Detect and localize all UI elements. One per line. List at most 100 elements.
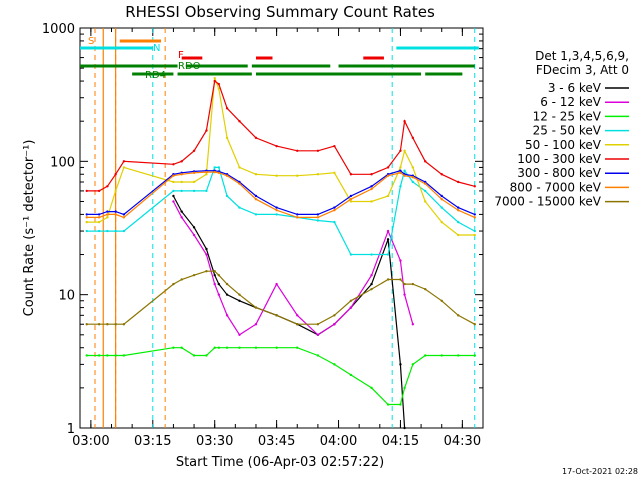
data-point-3 <box>399 185 402 188</box>
data-point-0 <box>205 247 208 251</box>
series-line-0 <box>172 195 406 429</box>
data-point-3 <box>424 189 427 193</box>
data-point-6 <box>370 185 373 188</box>
legend-entry-label: 6 - 12 keV <box>540 95 602 109</box>
data-point-2 <box>333 363 336 366</box>
data-point-4 <box>275 174 278 177</box>
data-point-8 <box>225 282 229 286</box>
data-point-5 <box>457 180 460 184</box>
data-point-4 <box>386 194 390 198</box>
data-point-4 <box>85 220 88 224</box>
data-point-4 <box>114 189 117 193</box>
data-point-6 <box>349 194 353 198</box>
annotation-label-n: N <box>153 43 160 54</box>
data-point-3 <box>473 229 476 233</box>
data-point-8 <box>172 282 175 286</box>
data-point-5 <box>97 189 101 193</box>
data-point-6 <box>457 206 460 209</box>
data-point-1 <box>213 282 216 286</box>
y-tick-label: 10 <box>58 289 75 304</box>
data-point-7 <box>172 174 175 177</box>
data-point-7 <box>180 173 183 176</box>
data-point-7 <box>403 174 406 177</box>
data-point-5 <box>114 173 117 176</box>
data-point-8 <box>238 293 241 296</box>
data-point-5 <box>106 185 109 188</box>
data-point-3 <box>106 229 109 233</box>
data-point-2 <box>225 346 229 349</box>
data-point-2 <box>192 354 196 357</box>
data-point-1 <box>254 323 258 326</box>
data-point-1 <box>205 253 208 256</box>
data-point-0 <box>238 299 241 302</box>
data-point-0 <box>399 363 402 366</box>
data-point-3 <box>205 189 208 193</box>
data-point-7 <box>205 170 208 174</box>
data-point-1 <box>275 282 278 286</box>
series-layer <box>85 77 476 430</box>
data-point-1 <box>386 229 390 233</box>
data-point-4 <box>296 174 299 177</box>
data-point-2 <box>122 354 126 357</box>
data-point-1 <box>296 314 299 317</box>
data-point-1 <box>349 306 353 309</box>
data-point-7 <box>225 174 229 177</box>
data-point-3 <box>386 253 390 256</box>
data-point-4 <box>217 87 221 90</box>
legend: Det 1,3,4,5,6,9,FDecim 3, Att 0 3 - 6 keV… <box>494 49 629 209</box>
data-point-1 <box>316 333 320 337</box>
data-point-8 <box>106 323 109 326</box>
data-point-8 <box>370 287 373 291</box>
data-point-4 <box>106 216 109 219</box>
data-point-8 <box>473 323 476 326</box>
data-point-4 <box>370 200 373 203</box>
data-point-8 <box>403 282 406 286</box>
data-point-8 <box>217 273 221 277</box>
data-point-5 <box>192 149 196 152</box>
annotation-label-f: F <box>178 50 184 61</box>
data-point-8 <box>205 269 208 273</box>
data-point-0 <box>217 282 221 286</box>
x-tick-label: 04:15 <box>382 434 419 449</box>
data-point-8 <box>254 306 258 309</box>
data-point-3 <box>192 189 196 193</box>
data-point-3 <box>225 194 229 198</box>
plot-frame: 1 10 100 1000 03:00 03:15 03:30 03:45 04:00 04:15… <box>42 22 484 449</box>
data-point-2 <box>172 346 175 349</box>
data-point-4 <box>473 233 476 237</box>
data-point-7 <box>192 171 196 175</box>
data-point-4 <box>225 136 229 140</box>
data-point-6 <box>399 169 402 172</box>
data-point-1 <box>192 233 196 237</box>
data-point-8 <box>192 273 196 277</box>
data-point-4 <box>213 77 216 80</box>
data-point-1 <box>403 293 406 296</box>
plot-frame-border <box>79 27 484 429</box>
data-point-5 <box>85 189 88 193</box>
data-point-1 <box>180 216 183 219</box>
data-point-1 <box>411 323 415 326</box>
data-point-0 <box>172 194 175 198</box>
x-tick-label: 04:30 <box>444 434 481 449</box>
data-point-6 <box>106 210 109 213</box>
data-point-8 <box>97 323 101 326</box>
annotation-label-rdo: RDO <box>178 61 201 72</box>
data-point-6 <box>333 206 336 209</box>
data-point-8 <box>316 323 320 326</box>
data-point-3 <box>122 229 126 233</box>
data-point-3 <box>217 166 221 169</box>
data-point-2 <box>403 386 406 390</box>
data-point-2 <box>180 346 183 349</box>
data-point-2 <box>386 403 390 406</box>
data-point-4 <box>254 173 258 176</box>
data-point-1 <box>333 323 336 326</box>
chart-title: RHESSI Observing Summary Count Rates <box>125 3 435 21</box>
data-point-4 <box>349 200 353 203</box>
y-tick-label: 1 <box>67 422 75 437</box>
legend-entry-label: 25 - 50 keV <box>533 124 602 138</box>
data-point-1 <box>225 314 229 317</box>
legend-header-line: FDecim 3, Att 0 <box>536 63 629 77</box>
data-point-4 <box>97 220 101 224</box>
data-point-4 <box>411 166 415 169</box>
data-point-6 <box>316 213 320 216</box>
